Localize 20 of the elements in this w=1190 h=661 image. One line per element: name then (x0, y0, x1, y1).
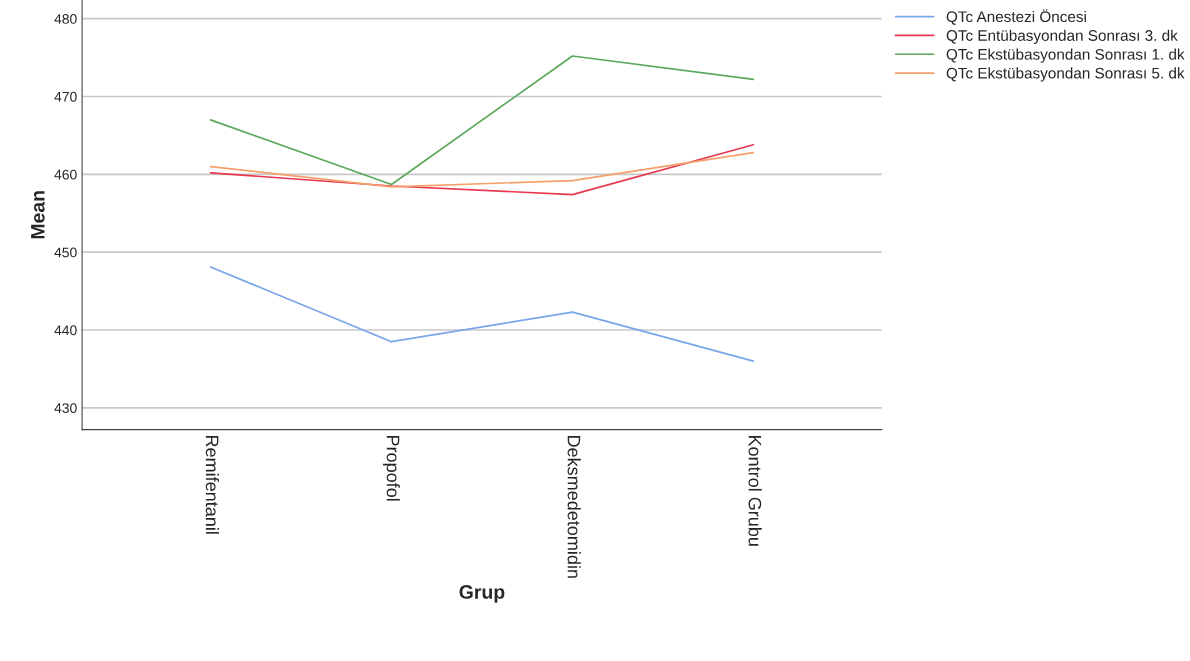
line-series (209, 143, 755, 196)
x-tick-label: Propofol (383, 435, 400, 501)
x-tick-label: Kontrol Grubu (748, 435, 762, 546)
x-tick-label: Deksmedetomidin (567, 435, 581, 578)
y-tick-label: 440 (54, 325, 77, 336)
legend-label: QTc Anestezi Öncesi (946, 9, 1086, 25)
legend-label: QTc Entübasyondan Sonrası 3. dk (946, 29, 1178, 44)
y-tick-label: 450 (54, 247, 77, 258)
y-tick-label: 480 (54, 14, 77, 24)
legend-label: QTc Ekstübasyondan Sonrası 5. dk (946, 67, 1185, 82)
legend-label: QTc Ekstübasyondan Sonrası 1. dk (946, 48, 1185, 63)
line-series (209, 266, 755, 362)
y-tick-label: 460 (54, 169, 77, 180)
x-tick-label: Remifentanil (205, 435, 219, 534)
y-axis-title: Mean (31, 191, 45, 239)
line-series (209, 55, 755, 186)
y-tick-label: 430 (54, 403, 77, 414)
y-tick-label: 470 (54, 91, 77, 102)
line-series (209, 151, 755, 188)
x-axis-title: Grup (459, 585, 505, 603)
